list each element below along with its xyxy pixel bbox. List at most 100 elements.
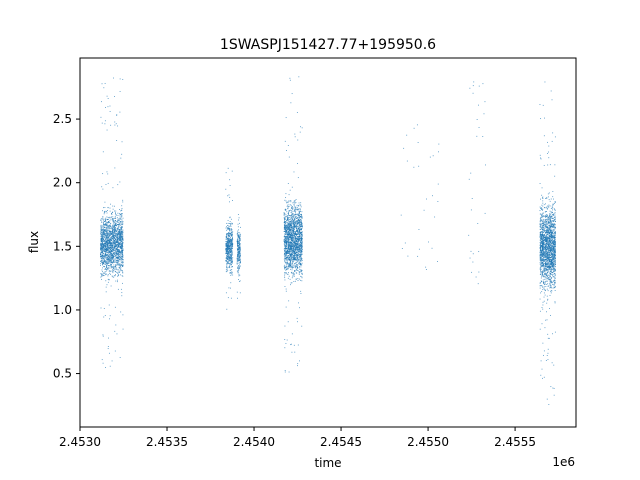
data-point — [109, 239, 111, 241]
data-point — [288, 204, 290, 206]
data-point — [286, 241, 288, 243]
data-point — [296, 249, 297, 251]
data-point — [298, 240, 300, 242]
data-point — [407, 255, 409, 257]
data-point — [549, 287, 551, 289]
data-point — [288, 226, 290, 228]
data-point — [118, 249, 120, 251]
data-point — [106, 267, 108, 269]
data-point — [291, 233, 293, 235]
data-point — [299, 230, 301, 232]
data-point — [284, 229, 286, 231]
data-point — [285, 272, 287, 274]
data-point — [237, 266, 239, 268]
data-point — [227, 258, 229, 260]
data-point — [108, 224, 110, 226]
data-point — [114, 227, 116, 229]
data-point — [110, 234, 111, 236]
data-point — [287, 237, 289, 239]
data-point — [545, 319, 547, 321]
data-point — [294, 280, 296, 282]
data-point — [288, 253, 290, 254]
data-point — [118, 231, 120, 232]
data-point — [120, 218, 121, 220]
data-point — [117, 236, 119, 238]
data-point — [299, 131, 301, 133]
data-point — [238, 257, 240, 259]
data-point — [115, 230, 117, 232]
data-point — [112, 205, 114, 207]
data-point — [122, 256, 124, 258]
data-point — [286, 235, 288, 237]
data-point — [295, 254, 297, 256]
data-point — [300, 223, 302, 225]
data-point — [119, 267, 121, 269]
data-point — [100, 218, 102, 220]
data-point — [118, 229, 120, 231]
data-point — [103, 259, 105, 261]
data-point — [228, 256, 230, 258]
data-point — [548, 217, 550, 219]
data-point — [115, 235, 116, 237]
data-point — [107, 210, 108, 211]
data-point — [238, 280, 240, 282]
data-point — [287, 231, 289, 233]
data-point — [112, 266, 114, 268]
data-point — [108, 233, 110, 235]
data-point — [292, 262, 294, 264]
data-point — [297, 256, 299, 258]
data-point — [286, 251, 288, 253]
data-point — [300, 260, 302, 262]
data-point — [104, 236, 106, 238]
data-point — [291, 230, 293, 232]
data-point — [232, 257, 234, 259]
data-point — [289, 230, 291, 232]
data-point — [291, 232, 293, 234]
data-point — [102, 245, 103, 247]
data-point — [551, 207, 553, 209]
data-point — [231, 229, 233, 231]
data-point — [300, 202, 302, 204]
data-point — [295, 206, 297, 208]
data-point — [120, 261, 122, 263]
data-point — [295, 202, 297, 204]
data-point — [290, 234, 292, 236]
data-point — [226, 238, 228, 240]
data-point — [236, 259, 238, 261]
data-point — [103, 307, 105, 309]
data-point — [299, 249, 301, 251]
data-point — [294, 221, 296, 223]
data-point — [112, 247, 114, 249]
data-point — [121, 231, 123, 232]
data-point — [290, 255, 292, 257]
data-point — [300, 228, 302, 230]
data-point — [292, 273, 294, 275]
data-point — [230, 248, 232, 250]
data-point — [120, 228, 122, 230]
data-point — [113, 246, 115, 248]
data-point — [229, 216, 231, 218]
data-point — [112, 246, 114, 248]
data-point — [286, 236, 288, 238]
data-point — [293, 237, 294, 239]
data-point — [120, 217, 122, 219]
data-point — [543, 350, 545, 352]
data-point — [283, 228, 285, 230]
data-point — [116, 250, 118, 252]
data-point — [283, 231, 285, 233]
data-point — [288, 229, 290, 231]
data-point — [118, 271, 119, 273]
data-point — [226, 263, 228, 265]
data-point — [104, 207, 106, 208]
data-point — [291, 277, 293, 279]
data-point — [301, 249, 303, 251]
data-point — [293, 267, 295, 269]
data-point — [103, 249, 105, 251]
data-point — [291, 233, 293, 235]
data-point — [114, 249, 116, 251]
data-point — [118, 250, 120, 252]
data-point — [111, 261, 113, 263]
data-point — [102, 260, 104, 262]
data-point — [293, 215, 295, 217]
data-point — [286, 263, 288, 265]
